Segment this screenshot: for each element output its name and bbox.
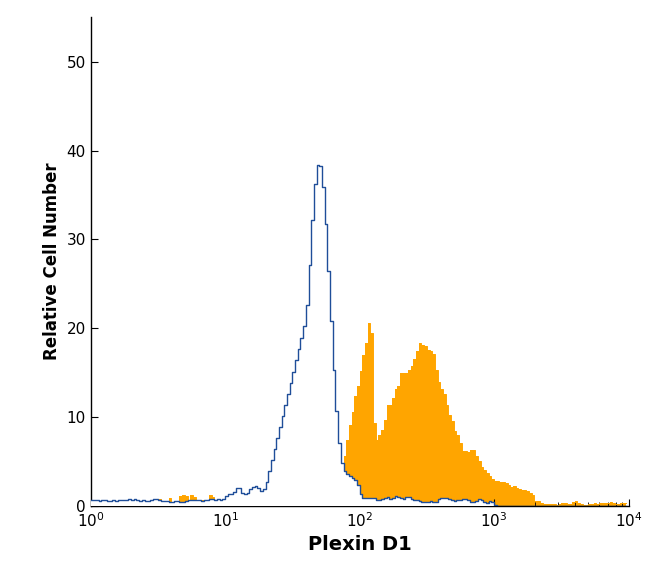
X-axis label: Plexin D1: Plexin D1 (308, 535, 411, 554)
Y-axis label: Relative Cell Number: Relative Cell Number (43, 163, 61, 361)
